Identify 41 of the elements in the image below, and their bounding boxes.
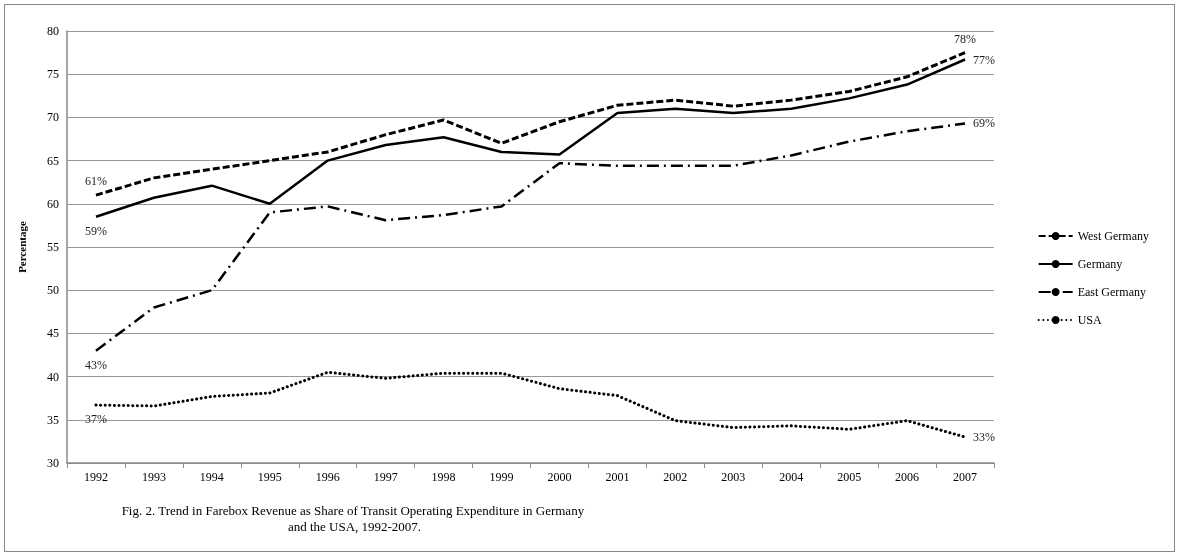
y-tick-label: 70 [47,110,59,125]
legend-label: East Germany [1077,285,1146,299]
data-label: 33% [973,430,996,445]
y-axis-title: Percentage [15,221,28,273]
legend-label: USA [1077,313,1102,327]
y-tick-label: 65 [47,153,59,168]
x-tick-label: 2002 [663,470,688,484]
x-tick-label: 2005 [837,470,862,484]
data-label: 69% [973,116,996,131]
y-tick-label: 50 [47,283,59,298]
x-tick-label: 1996 [315,470,340,484]
y-tick-label: 55 [47,240,59,254]
x-tick-label: 1992 [83,470,108,484]
y-tick-label: 75 [47,67,59,82]
y-tick-label: 40 [47,369,59,384]
data-label: 43% [84,357,107,372]
data-label: 61% [84,174,107,189]
data-label: 78% [954,31,977,46]
x-tick-label: 2004 [779,470,804,484]
legend-label: West Germany [1077,229,1149,243]
data-label: 37% [84,412,107,427]
x-tick-label: 2006 [895,470,920,484]
x-tick-label: 2001 [605,470,630,484]
x-tick-label: 1993 [141,470,166,484]
text: Fig. 2. Trend in Farebox Revenue as Share of Transit Operating Expenditure in Germany and the USA, 1992-2007. [121,502,588,534]
y-tick-label: 35 [47,412,59,427]
x-tick-label: 1998 [431,470,456,484]
x-tick-label: 2000 [547,470,572,484]
data-label: 59% [84,223,107,238]
x-tick-label: 1997 [373,470,398,484]
y-tick-label: 60 [47,196,59,211]
x-tick-label: 1999 [489,470,514,484]
x-tick-label: 2007 [953,470,978,484]
legend-label: Germany [1077,257,1123,271]
x-tick-label: 1995 [257,470,282,484]
x-tick-label: 1994 [199,470,224,484]
y-tick-label: 80 [47,24,59,38]
x-tick-label: 2003 [721,470,746,484]
y-tick-label: 30 [47,456,59,470]
data-label: 77% [973,52,996,67]
y-tick-label: 45 [47,326,59,341]
